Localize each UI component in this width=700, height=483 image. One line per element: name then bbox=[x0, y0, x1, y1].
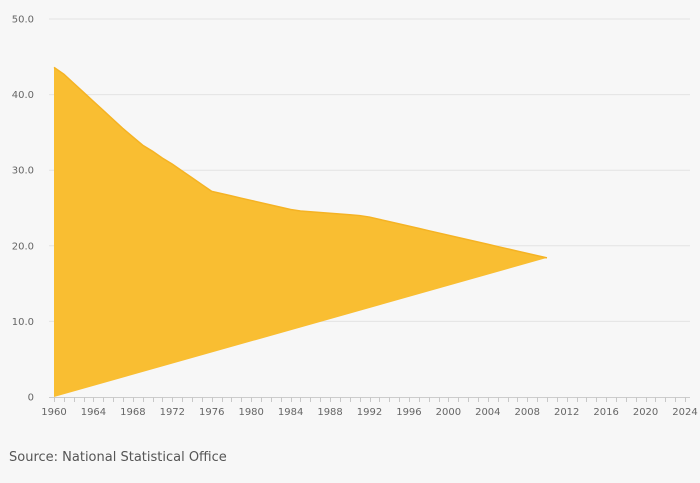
x-tick-label: 1992 bbox=[357, 407, 382, 418]
x-tick-label: 1980 bbox=[238, 407, 263, 418]
x-tick-label: 2016 bbox=[593, 407, 618, 418]
x-tick-label: 1984 bbox=[278, 407, 303, 418]
x-tick-label: 2024 bbox=[672, 407, 697, 418]
area-series bbox=[54, 67, 547, 397]
x-tick-label: 1976 bbox=[199, 407, 224, 418]
y-tick-label: 20.0 bbox=[12, 241, 34, 252]
y-tick-label: 40.0 bbox=[12, 90, 34, 101]
x-tick-label: 1996 bbox=[396, 407, 421, 418]
y-tick-label: 10.0 bbox=[12, 317, 34, 328]
x-tick-label: 2012 bbox=[554, 407, 579, 418]
x-tick-label: 2004 bbox=[475, 407, 500, 418]
x-tick-label: 1964 bbox=[81, 407, 106, 418]
y-tick-label: 50.0 bbox=[12, 15, 34, 26]
x-tick-label: 1960 bbox=[41, 407, 66, 418]
area-series-line bbox=[53, 66, 548, 259]
x-tick-label: 2020 bbox=[633, 407, 658, 418]
x-tick-label: 1988 bbox=[317, 407, 342, 418]
x-tick-label: 2008 bbox=[515, 407, 540, 418]
x-tick-label: 1972 bbox=[160, 407, 185, 418]
source-note: Source: National Statistical Office bbox=[9, 450, 227, 465]
y-tick-label: 30.0 bbox=[12, 166, 34, 177]
x-tick-label: 2000 bbox=[436, 407, 461, 418]
area-chart: 0 10.0 20.0 30.0 40.0 50.0 1960 1964 1968 1972 197… bbox=[12, 15, 698, 419]
x-tick-label: 1968 bbox=[120, 407, 145, 418]
y-tick-label: 0 bbox=[28, 393, 34, 404]
